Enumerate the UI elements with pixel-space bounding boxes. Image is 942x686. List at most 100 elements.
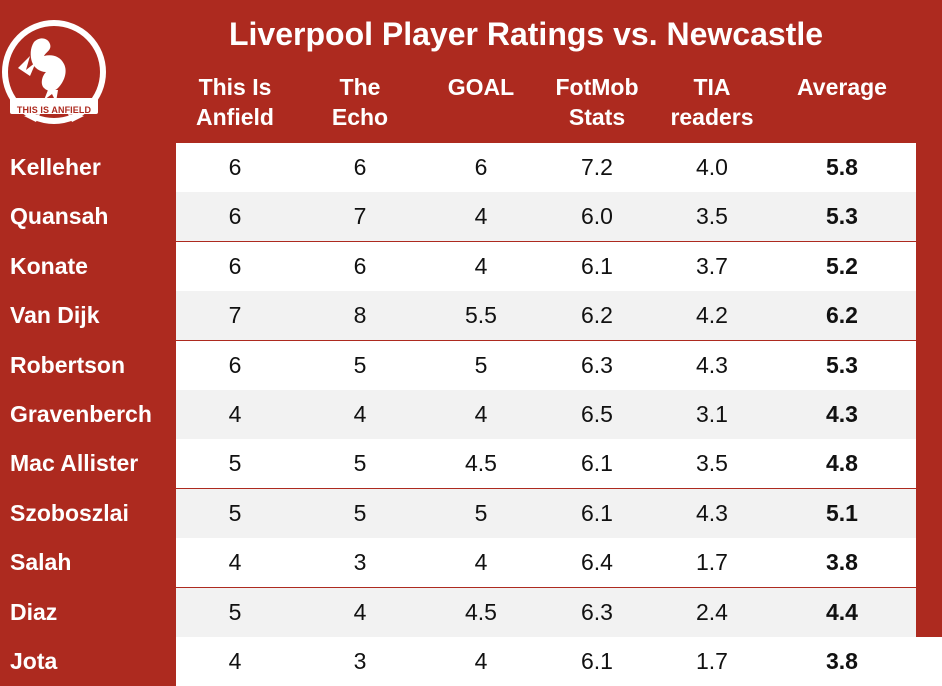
rating-cell: 4 — [474, 203, 488, 230]
rating-cell: 3.7 — [696, 252, 728, 279]
average-cell: 5.8 — [826, 154, 858, 180]
rating-cell: 4.0 — [696, 154, 728, 180]
rating-cell: 7.2 — [581, 154, 613, 180]
rating-cell: 6.1 — [581, 252, 613, 279]
rating-cell: 7 — [228, 302, 242, 329]
player-name: Szoboszlai — [10, 499, 129, 526]
column-header-line1: This Is — [198, 74, 272, 100]
average-cell: 5.3 — [826, 351, 858, 378]
rating-cell: 3 — [353, 549, 367, 576]
rating-cell: 4.3 — [696, 499, 728, 526]
average-cell: 5.1 — [826, 499, 858, 526]
rating-cell: 4.5 — [465, 450, 497, 477]
average-cell: 3.8 — [826, 549, 858, 576]
average-cell: 5.2 — [826, 252, 858, 279]
column-header: The Echo — [295, 72, 425, 132]
column-header-line2: Stats — [568, 104, 626, 130]
average-cell: 6.2 — [826, 302, 858, 329]
rating-cell: 5 — [228, 499, 242, 526]
rating-cell: 4 — [474, 648, 488, 674]
rating-cell: 1.7 — [696, 648, 728, 674]
chart-title: Liverpool Player Ratings vs. Newcastle — [228, 16, 823, 52]
table-row: Kelleher 6 6 6 7.2 4.0 5.8 — [0, 143, 942, 192]
player-name: Jota — [10, 648, 58, 674]
row-cells: 6 5 5 6.3 4.3 5.3 — [176, 340, 916, 390]
column-header-line2: Echo — [331, 104, 389, 130]
row-cells: 4 3 4 6.4 1.7 3.8 — [176, 538, 916, 588]
row-cells: 4 3 4 6.1 1.7 3.8 — [176, 637, 942, 686]
column-header-line2: Anfield — [196, 104, 274, 130]
average-cell: 3.8 — [826, 648, 858, 674]
average-cell: 4.3 — [826, 401, 858, 427]
player-name: Van Dijk — [10, 302, 100, 329]
rating-cell: 5 — [353, 351, 367, 378]
rating-cell: 2.4 — [696, 598, 728, 625]
player-name: Konate — [10, 252, 88, 279]
rating-cell: 6.0 — [581, 203, 613, 230]
row-cells: 7 8 5.5 6.2 4.2 6.2 — [176, 291, 916, 341]
table-row: Szoboszlai 5 5 5 6.1 4.3 5.1 — [0, 488, 942, 538]
rating-cell: 7 — [353, 203, 367, 230]
player-name: Kelleher — [10, 154, 101, 180]
row-cells: 6 7 4 6.0 3.5 5.3 — [176, 192, 916, 242]
rating-cell: 6.1 — [581, 648, 613, 674]
rating-cell: 6.5 — [581, 401, 613, 427]
average-cell: 4.4 — [826, 598, 858, 625]
column-header: Average — [777, 72, 907, 102]
row-cells: 4 4 4 6.5 3.1 4.3 — [176, 390, 916, 439]
rating-cell: 4.3 — [696, 351, 728, 378]
rating-cell: 6.2 — [581, 302, 613, 329]
rating-cell: 3.1 — [696, 401, 728, 427]
rating-cell: 4 — [474, 252, 488, 279]
rating-cell: 6 — [474, 154, 488, 180]
column-header-line1: The — [339, 74, 381, 100]
liver-bird-icon — [2, 20, 106, 124]
rating-cell: 4 — [228, 648, 242, 674]
rating-cell: 8 — [353, 302, 367, 329]
column-header: GOAL — [416, 72, 546, 102]
rating-cell: 5 — [474, 499, 488, 526]
player-name: Mac Allister — [10, 450, 139, 477]
row-cells: 5 5 5 6.1 4.3 5.1 — [176, 488, 916, 538]
rating-cell: 5 — [228, 598, 242, 625]
rating-cell: 5.5 — [465, 302, 497, 329]
average-cell: 4.8 — [826, 450, 858, 477]
row-cells: 6 6 4 6.1 3.7 5.2 — [176, 241, 916, 291]
player-name: Salah — [10, 549, 72, 576]
column-header-line1: Average — [797, 74, 887, 100]
rating-cell: 6.3 — [581, 598, 613, 625]
column-headers: This Is Anfield The Echo GOAL FotMob Stats TIA r… — [0, 72, 942, 136]
table-row: Gravenberch 4 4 4 6.5 3.1 4.3 — [0, 390, 942, 439]
table-row: Diaz 5 4 4.5 6.3 2.4 4.4 — [0, 587, 942, 637]
rating-cell: 6.1 — [581, 450, 613, 477]
rating-cell: 6.3 — [581, 351, 613, 378]
rating-cell: 4.2 — [696, 302, 728, 329]
table-row: Quansah 6 7 4 6.0 3.5 5.3 — [0, 192, 942, 242]
row-cells: 5 5 4.5 6.1 3.5 4.8 — [176, 439, 916, 489]
column-header-line2: readers — [670, 104, 754, 130]
rating-cell: 4 — [353, 598, 367, 625]
column-header-line1: TIA — [693, 74, 731, 100]
column-header-line1: FotMob — [555, 74, 639, 100]
rating-cell: 4 — [228, 549, 242, 576]
rating-cell: 6 — [353, 252, 367, 279]
rating-cell: 5 — [474, 351, 488, 378]
rating-cell: 6.1 — [581, 499, 613, 526]
rating-cell: 6 — [353, 154, 367, 180]
rating-cell: 4.5 — [465, 598, 497, 625]
rating-cell: 4 — [474, 401, 488, 427]
table-row: Van Dijk 7 8 5.5 6.2 4.2 6.2 — [0, 291, 942, 341]
rating-cell: 4 — [228, 401, 242, 427]
rating-cell: 6.4 — [581, 549, 613, 576]
rating-cell: 6 — [228, 252, 242, 279]
rating-cell: 4 — [353, 401, 367, 427]
rating-cell: 3 — [353, 648, 367, 674]
rating-cell: 5 — [353, 499, 367, 526]
rating-cell: 6 — [228, 351, 242, 378]
table-row: Mac Allister 5 5 4.5 6.1 3.5 4.8 — [0, 439, 942, 489]
rating-cell: 1.7 — [696, 549, 728, 576]
rating-cell: 4 — [474, 549, 488, 576]
table-row: Konate 6 6 4 6.1 3.7 5.2 — [0, 241, 942, 291]
table-row: Jota 4 3 4 6.1 1.7 3.8 — [0, 637, 942, 686]
player-name: Quansah — [10, 203, 109, 230]
